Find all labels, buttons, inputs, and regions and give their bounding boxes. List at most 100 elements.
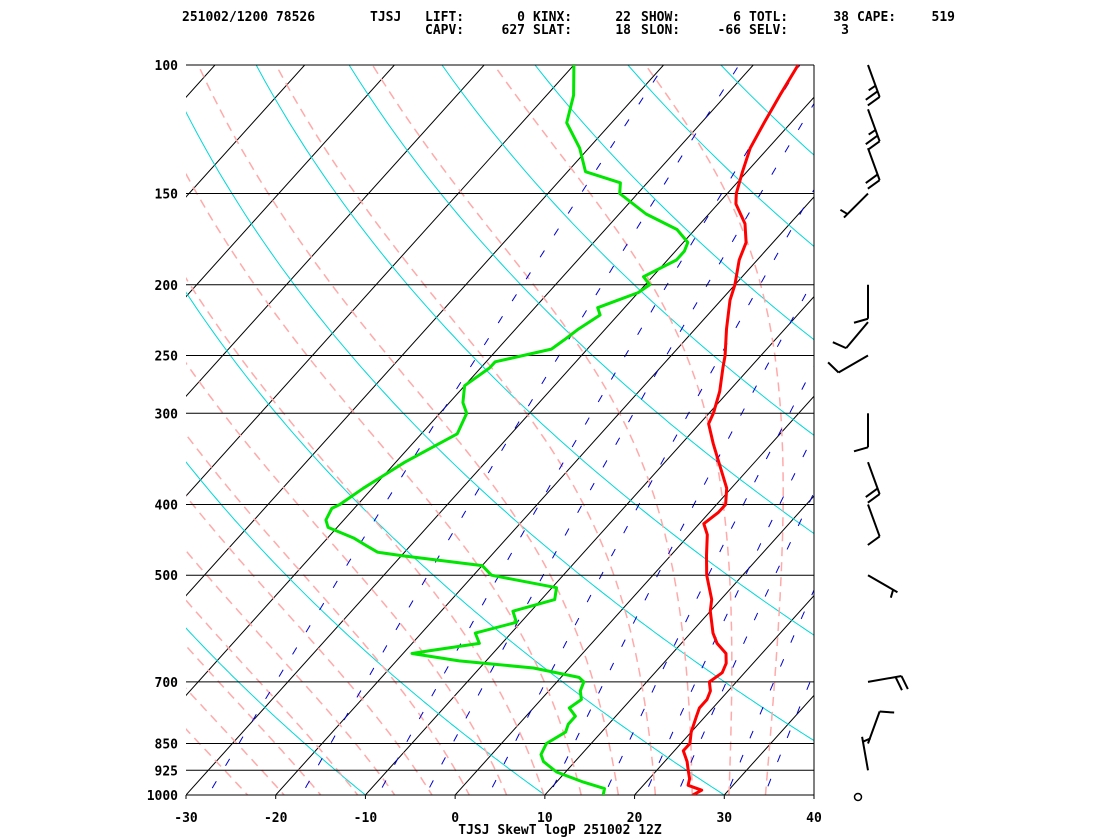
moist-adiabat-line [186,361,508,795]
selv-value: 3 [841,23,849,38]
wind-barb [865,147,881,190]
background-reference-lines [0,49,1120,811]
kinx-label: KINX: [533,10,573,25]
slon-value: -66 [717,23,741,38]
moist-adiabat-line [186,172,582,795]
barb-full-feather [853,446,869,453]
dry-adiabat-line [348,65,814,535]
dry-adiabat-line [186,291,726,795]
temperature-tick-label: -20 [264,811,288,826]
isotherm-line [186,65,665,597]
moist-adiabat-line [186,276,545,795]
slat-value: 18 [615,23,631,38]
barb-full-feather [867,96,881,107]
barb-staff [843,192,869,219]
station-id: TJSJ [370,10,402,25]
show-value: 6 [733,10,741,25]
barb-full-feather [867,140,881,151]
barb-staff [867,504,881,537]
pressure-tick-label: 925 [155,764,178,779]
barb-full-feather [867,179,881,190]
cape-label: CAPE: [857,10,897,25]
moist-adiabat-line [197,65,620,795]
pressure-tick-label: 300 [155,407,179,422]
sounding-indices-header: 251002/1200 78526 TJSJ LIFT: 0 KINX: 22 … [0,0,1120,60]
barb-half-feather [839,208,849,215]
isotherm-line [275,196,814,795]
pressure-tick-label: 250 [155,349,179,364]
mixing-ratio-line [300,65,740,795]
mixing-ratio-line [763,671,814,795]
sounding-id: 251002/1200 78526 [182,10,316,25]
dry-adiabat-line [534,65,814,341]
isotherm-line [723,694,814,795]
isotherm-line [544,495,814,795]
temperature-tick-label: 20 [627,811,643,826]
wind-barbs [827,64,909,802]
pressure-tick-label: 700 [155,676,179,691]
wind-barb [853,284,869,324]
moist-adiabat-line [186,495,433,795]
temperature-axis: -30 -20 -10 0 10 20 30 40 [174,795,822,826]
barb-full-feather [867,535,881,546]
barb-full-feather [832,341,847,350]
slon-label: SLON: [641,23,681,38]
dry-adiabat-line [720,65,814,156]
isotherm-line [813,794,814,795]
pressure-tick-label: 850 [155,737,179,752]
lift-label: LIFT: [425,10,465,25]
pressure-tick-label: 200 [155,279,179,294]
isotherm-line [186,65,754,697]
wind-barb [832,321,869,350]
pressure-axis: 100 150 200 250 300 400 500 700 850 925 1000 [147,59,178,804]
capv-value: 627 [501,23,525,38]
wind-barb [865,64,881,107]
totl-label: TOTL: [749,10,789,25]
mixing-ratio-line [644,433,814,795]
temperature-tick-label: 30 [716,811,732,826]
barb-half-feather [889,589,895,598]
isobars [186,64,815,796]
temperature-tick-label: 10 [537,811,553,826]
wind-barb [827,354,869,374]
slat-label: SLAT: [533,23,573,38]
temperature-tick-label: -30 [174,811,198,826]
barb-staff [861,736,869,771]
barb-half-feather [868,129,877,136]
dry-adiabat-line [980,49,1120,811]
barb-staff [838,354,869,374]
isotherm-line [454,395,814,795]
barb-full-feather [865,90,879,101]
wind-barb [867,574,898,598]
wind-barb [867,710,895,744]
barb-half-feather [868,84,877,92]
dry-adiabat-line [255,65,814,636]
temperature-profile [681,65,800,795]
temperature-tick-label: 40 [806,811,822,826]
isotherm-line [0,49,50,811]
pressure-tick-label: 500 [155,569,179,584]
barb-full-feather [894,676,903,691]
mixing-ratio-line [548,278,814,795]
pressure-tick-label: 400 [155,499,179,514]
isotherm-line [186,65,306,198]
temperature-tick-label: 0 [451,811,459,826]
dry-adiabat-line [889,49,1120,811]
pressure-tick-label: 1000 [147,789,178,804]
sounding-profiles [324,65,800,795]
wind-barb [865,461,881,504]
barb-full-feather [853,317,869,324]
moist-adiabat-line [644,65,784,795]
mixing-ratio-line [207,65,665,795]
barb-staff [867,711,881,744]
temperature-tick-label: -10 [354,811,378,826]
moist-adiabat-line [371,65,693,795]
mixing-ratio-line [726,588,814,795]
mixing-ratio-line [676,491,814,795]
calm-wind-circle [853,792,863,802]
chart-title: TJSJ SkewT logP 251002 12Z [458,823,662,838]
dry-adiabat-line [813,65,814,66]
dry-adiabat-line [441,65,814,436]
wind-barb [867,504,881,546]
isotherm-line [0,49,140,811]
